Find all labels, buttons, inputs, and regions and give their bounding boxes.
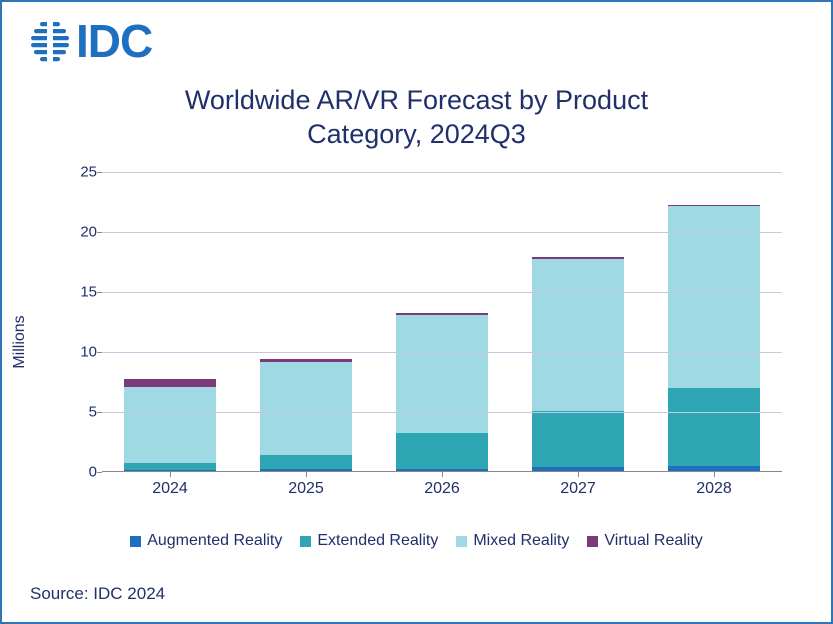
- legend-item: Virtual Reality: [587, 532, 702, 550]
- y-tick-mark: [97, 232, 102, 233]
- legend-label: Mixed Reality: [473, 532, 569, 550]
- legend-swatch: [130, 536, 141, 547]
- x-tick-mark: [442, 472, 443, 477]
- legend-label: Extended Reality: [317, 532, 438, 550]
- bar-segment: [396, 433, 488, 469]
- idc-logo: IDC: [26, 14, 152, 68]
- x-axis-labels: 2024 2025 2026 2027 2028: [102, 480, 782, 498]
- grid-line: [102, 172, 782, 173]
- x-tick-mark: [578, 472, 579, 477]
- bar-segment: [124, 470, 216, 471]
- bar-column: [668, 205, 760, 471]
- y-tick-label: 5: [72, 404, 97, 421]
- y-tick-mark: [97, 352, 102, 353]
- source-text: Source: IDC 2024: [30, 584, 165, 604]
- legend-swatch: [456, 536, 467, 547]
- x-axis-label: 2027: [532, 480, 624, 498]
- bar-column: [532, 257, 624, 471]
- chart-card: IDC Worldwide AR/VR Forecast by ProductC…: [0, 0, 833, 624]
- x-axis-label: 2028: [668, 480, 760, 498]
- y-tick-mark: [97, 292, 102, 293]
- x-axis-label: 2024: [124, 480, 216, 498]
- y-tick-label: 10: [72, 344, 97, 361]
- bar-segment: [668, 466, 760, 471]
- grid-line: [102, 292, 782, 293]
- y-tick-mark: [97, 172, 102, 173]
- bar-segment: [124, 387, 216, 463]
- bar-column: [260, 359, 352, 471]
- bar-column: [396, 313, 488, 471]
- chart-area: Millions 0510152025 20242025202620272028: [62, 172, 802, 512]
- bar-segment: [396, 315, 488, 433]
- y-tick-label: 20: [72, 224, 97, 241]
- y-tick-label: 0: [72, 464, 97, 481]
- legend-item: Extended Reality: [300, 532, 438, 550]
- legend-label: Virtual Reality: [604, 532, 702, 550]
- bar-segment: [260, 455, 352, 469]
- bar-segment: [532, 259, 624, 411]
- x-axis-label: 2026: [396, 480, 488, 498]
- bar-segment: [260, 362, 352, 454]
- bar-segment: [668, 388, 760, 466]
- bar-segment: [668, 206, 760, 388]
- y-tick-mark: [97, 472, 102, 473]
- logo-text: IDC: [76, 14, 152, 68]
- globe-icon: [26, 17, 74, 65]
- bar-segment: [260, 469, 352, 471]
- grid-line: [102, 352, 782, 353]
- x-tick-mark: [714, 472, 715, 477]
- legend-swatch: [587, 536, 598, 547]
- chart-title: Worldwide AR/VR Forecast by ProductCateg…: [2, 84, 831, 152]
- plot-region: 0510152025: [102, 172, 782, 472]
- legend: Augmented Reality Extended Reality Mixed R…: [2, 532, 831, 550]
- bar-column: [124, 379, 216, 471]
- y-tick-label: 25: [72, 164, 97, 181]
- bar-container: [102, 172, 782, 471]
- legend-item: Mixed Reality: [456, 532, 569, 550]
- y-tick-label: 15: [72, 284, 97, 301]
- grid-line: [102, 232, 782, 233]
- legend-swatch: [300, 536, 311, 547]
- bar-segment: [532, 411, 624, 467]
- x-tick-mark: [306, 472, 307, 477]
- grid-line: [102, 412, 782, 413]
- x-axis-label: 2025: [260, 480, 352, 498]
- bar-segment: [532, 467, 624, 471]
- bar-segment: [124, 379, 216, 387]
- bar-segment: [396, 469, 488, 471]
- bar-segment: [124, 463, 216, 470]
- y-axis-label: Millions: [11, 315, 29, 368]
- legend-item: Augmented Reality: [130, 532, 282, 550]
- x-tick-mark: [170, 472, 171, 477]
- y-tick-mark: [97, 412, 102, 413]
- legend-label: Augmented Reality: [147, 532, 282, 550]
